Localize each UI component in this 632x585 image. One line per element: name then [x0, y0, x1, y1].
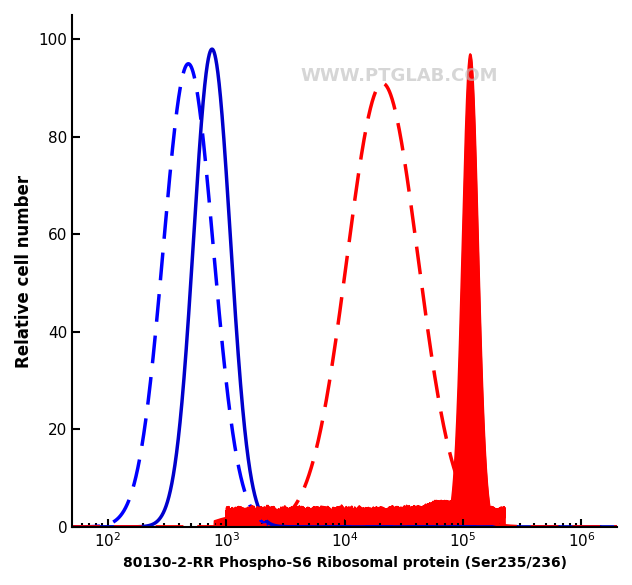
Y-axis label: Relative cell number: Relative cell number	[15, 174, 33, 367]
Text: WWW.PTGLAB.COM: WWW.PTGLAB.COM	[300, 67, 498, 85]
X-axis label: 80130-2-RR Phospho-S6 Ribosomal protein (Ser235/236): 80130-2-RR Phospho-S6 Ribosomal protein …	[123, 556, 567, 570]
